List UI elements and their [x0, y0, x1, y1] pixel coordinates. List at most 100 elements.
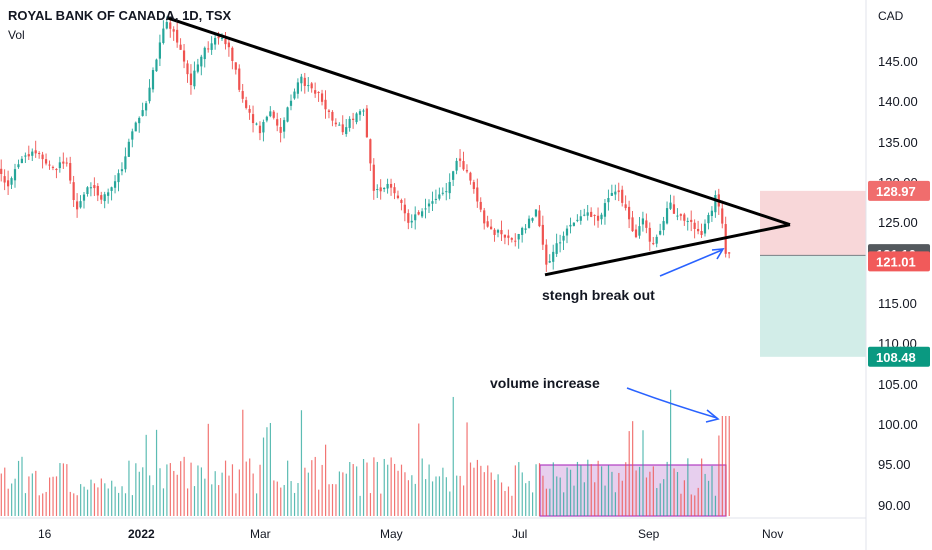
volume-bar — [224, 460, 227, 516]
price-tick: 95.00 — [878, 457, 911, 472]
candle-body — [403, 204, 406, 214]
volume-bar — [221, 472, 223, 516]
volume-bar — [231, 464, 234, 516]
candle-body — [676, 215, 679, 217]
candle-body — [659, 230, 662, 235]
candle-body — [100, 195, 103, 200]
candle-body — [283, 120, 286, 132]
candle-body — [665, 208, 669, 224]
volume-bar — [714, 495, 717, 516]
candle-body — [586, 212, 589, 216]
candle-body — [707, 214, 710, 224]
price-tick: 100.00 — [878, 417, 918, 432]
volume-arrow[interactable] — [626, 387, 718, 419]
candle-body — [182, 50, 186, 62]
volume-bar — [180, 461, 182, 516]
candle-body — [148, 87, 151, 102]
candle-body — [131, 131, 134, 140]
candle-body — [610, 192, 613, 196]
candle-body — [193, 70, 196, 87]
candle-body — [276, 119, 279, 126]
time-axis[interactable]: 16 2022 Mar May Jul Sep Nov — [0, 517, 866, 541]
volume-bar — [452, 396, 454, 516]
candle-body — [634, 229, 638, 238]
candle-body — [317, 92, 320, 94]
annotation-arrows — [626, 248, 725, 423]
volume-bar — [569, 469, 572, 516]
candle-body — [410, 220, 413, 223]
volume-bar — [45, 491, 47, 516]
candle-body — [220, 37, 224, 39]
volume-bar — [297, 483, 299, 516]
candle-body — [13, 169, 17, 181]
volume-annotation: volume increase — [490, 375, 600, 391]
volume-bar — [383, 458, 385, 516]
volume-bar — [607, 465, 610, 516]
candle-body — [624, 204, 627, 209]
candle-body — [686, 220, 689, 222]
volume-bar — [373, 457, 375, 516]
candle-body — [483, 210, 486, 224]
candle-body — [414, 214, 417, 221]
candle-body — [728, 252, 731, 254]
candle-body — [565, 228, 569, 236]
volume-bar — [538, 463, 541, 516]
volume-bar — [535, 464, 537, 516]
volume-bar — [400, 464, 403, 516]
volume-bar — [687, 458, 689, 516]
candle-body — [10, 178, 13, 185]
candle-body — [262, 121, 265, 133]
candle-body — [189, 73, 193, 86]
price-tick: 140.00 — [878, 94, 918, 109]
candle-body — [352, 118, 355, 120]
stop-loss-zone — [760, 190, 866, 256]
candlesticks — [0, 16, 731, 272]
volume-bar — [525, 483, 527, 516]
volume-bar — [59, 463, 61, 516]
volume-bar — [211, 484, 213, 516]
volume-bar — [725, 416, 727, 516]
candle-body — [245, 100, 248, 108]
volume-bar — [649, 471, 651, 516]
candle-body — [496, 230, 500, 233]
position-box — [760, 190, 866, 357]
candle-body — [234, 62, 237, 70]
volume-bar — [594, 482, 596, 516]
trendlines[interactable] — [167, 16, 791, 277]
breakout-arrow[interactable] — [659, 249, 723, 277]
price-tick: 125.00 — [878, 215, 918, 230]
candle-body — [490, 226, 493, 230]
candle-body — [555, 243, 558, 254]
candle-body — [500, 229, 503, 235]
candle-body — [0, 168, 3, 174]
candle-body — [338, 124, 341, 126]
volume-bar — [238, 469, 240, 516]
candle-body — [310, 83, 313, 89]
volume-bar — [690, 494, 692, 516]
candle-body — [376, 189, 379, 191]
volume-bar — [35, 470, 37, 516]
candle-body — [531, 218, 534, 221]
volume-bar — [680, 493, 682, 516]
volume-bar — [576, 461, 579, 516]
candle-body — [445, 191, 448, 193]
price-axis[interactable]: CAD 145.00140.00135.00130.00125.00120.00… — [865, 0, 932, 550]
candle-body — [600, 214, 603, 220]
candle-body — [386, 183, 389, 189]
volume-bar — [449, 491, 451, 516]
candle-body — [628, 206, 631, 220]
time-tick-jul: Jul — [512, 527, 527, 541]
volume-bar — [490, 472, 492, 516]
candle-body — [572, 222, 575, 226]
candle-body — [134, 122, 137, 132]
candle-body — [683, 214, 686, 221]
volume-bar — [138, 471, 140, 516]
volume-bar — [466, 422, 468, 516]
volume-bar — [601, 466, 603, 516]
candle-body — [176, 29, 179, 43]
volume-bar — [532, 492, 534, 516]
volume-bar — [663, 479, 665, 516]
volume-bar — [183, 456, 185, 516]
candle-body — [655, 236, 658, 244]
